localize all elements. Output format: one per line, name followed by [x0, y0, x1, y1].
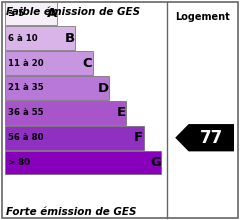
Text: 77: 77	[200, 129, 223, 147]
FancyBboxPatch shape	[5, 101, 126, 125]
FancyBboxPatch shape	[5, 151, 161, 174]
Text: 36 à 55: 36 à 55	[8, 108, 44, 117]
FancyBboxPatch shape	[5, 26, 75, 50]
FancyBboxPatch shape	[5, 2, 57, 25]
Text: E: E	[116, 106, 125, 119]
Text: Forte émission de GES: Forte émission de GES	[6, 207, 137, 217]
Text: 21 à 35: 21 à 35	[8, 84, 44, 92]
Text: 6 à 10: 6 à 10	[8, 34, 38, 43]
Text: Logement: Logement	[175, 11, 230, 22]
FancyBboxPatch shape	[2, 2, 238, 218]
FancyBboxPatch shape	[5, 51, 93, 75]
FancyBboxPatch shape	[5, 76, 108, 100]
Text: A: A	[47, 7, 57, 20]
Text: > 80: > 80	[8, 158, 30, 167]
Text: B: B	[65, 32, 75, 45]
Polygon shape	[175, 124, 234, 151]
Text: ≤ 5: ≤ 5	[8, 9, 24, 18]
Text: D: D	[98, 81, 109, 95]
Text: G: G	[150, 156, 161, 169]
Text: F: F	[134, 131, 143, 144]
Text: 11 à 20: 11 à 20	[8, 59, 44, 68]
Text: Faible émission de GES: Faible émission de GES	[6, 7, 140, 17]
Text: C: C	[83, 57, 92, 70]
Text: 56 à 80: 56 à 80	[8, 133, 44, 142]
FancyBboxPatch shape	[5, 126, 144, 150]
